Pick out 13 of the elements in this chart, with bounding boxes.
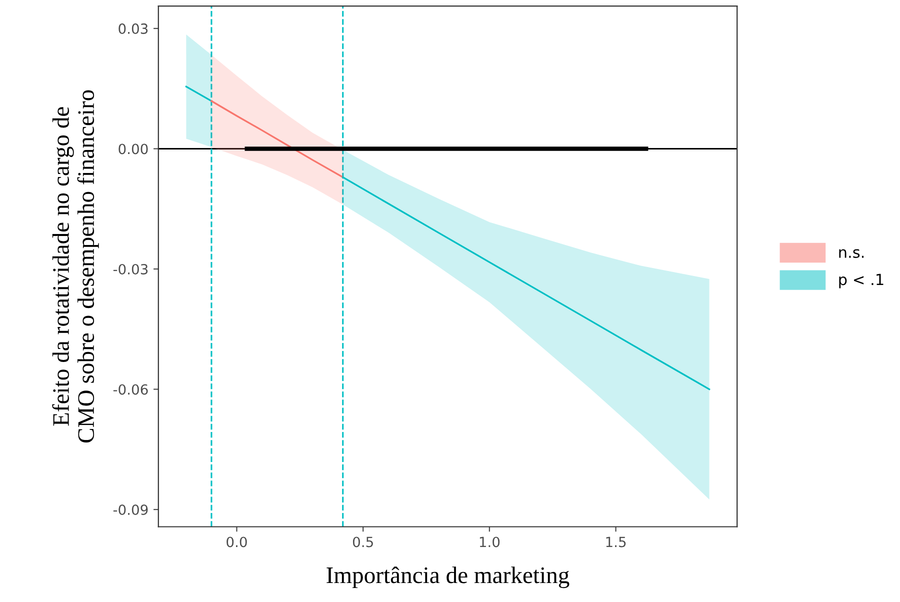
y-tick-label: -0.06 xyxy=(113,384,148,395)
y-tick-label: -0.03 xyxy=(113,264,148,274)
legend-label: p < .1 xyxy=(839,274,884,288)
x-tick-label: 1.0 xyxy=(480,536,500,548)
y-tick-label: -0.09 xyxy=(113,504,148,515)
y-tick-label: 0.03 xyxy=(118,23,148,34)
y-tick-label: 0.00 xyxy=(118,144,148,154)
x-tick-label: 0.0 xyxy=(226,536,247,548)
x-tick-label: 1.5 xyxy=(606,536,626,548)
legend-label: n.s. xyxy=(839,249,864,258)
x-axis-title: Importância de marketing xyxy=(326,566,570,588)
x-tick-label: 0.5 xyxy=(352,536,373,548)
y-axis-title: Efeito da rotatividade no cargo de CMO sobre o desempenho financeiro xyxy=(52,90,99,442)
